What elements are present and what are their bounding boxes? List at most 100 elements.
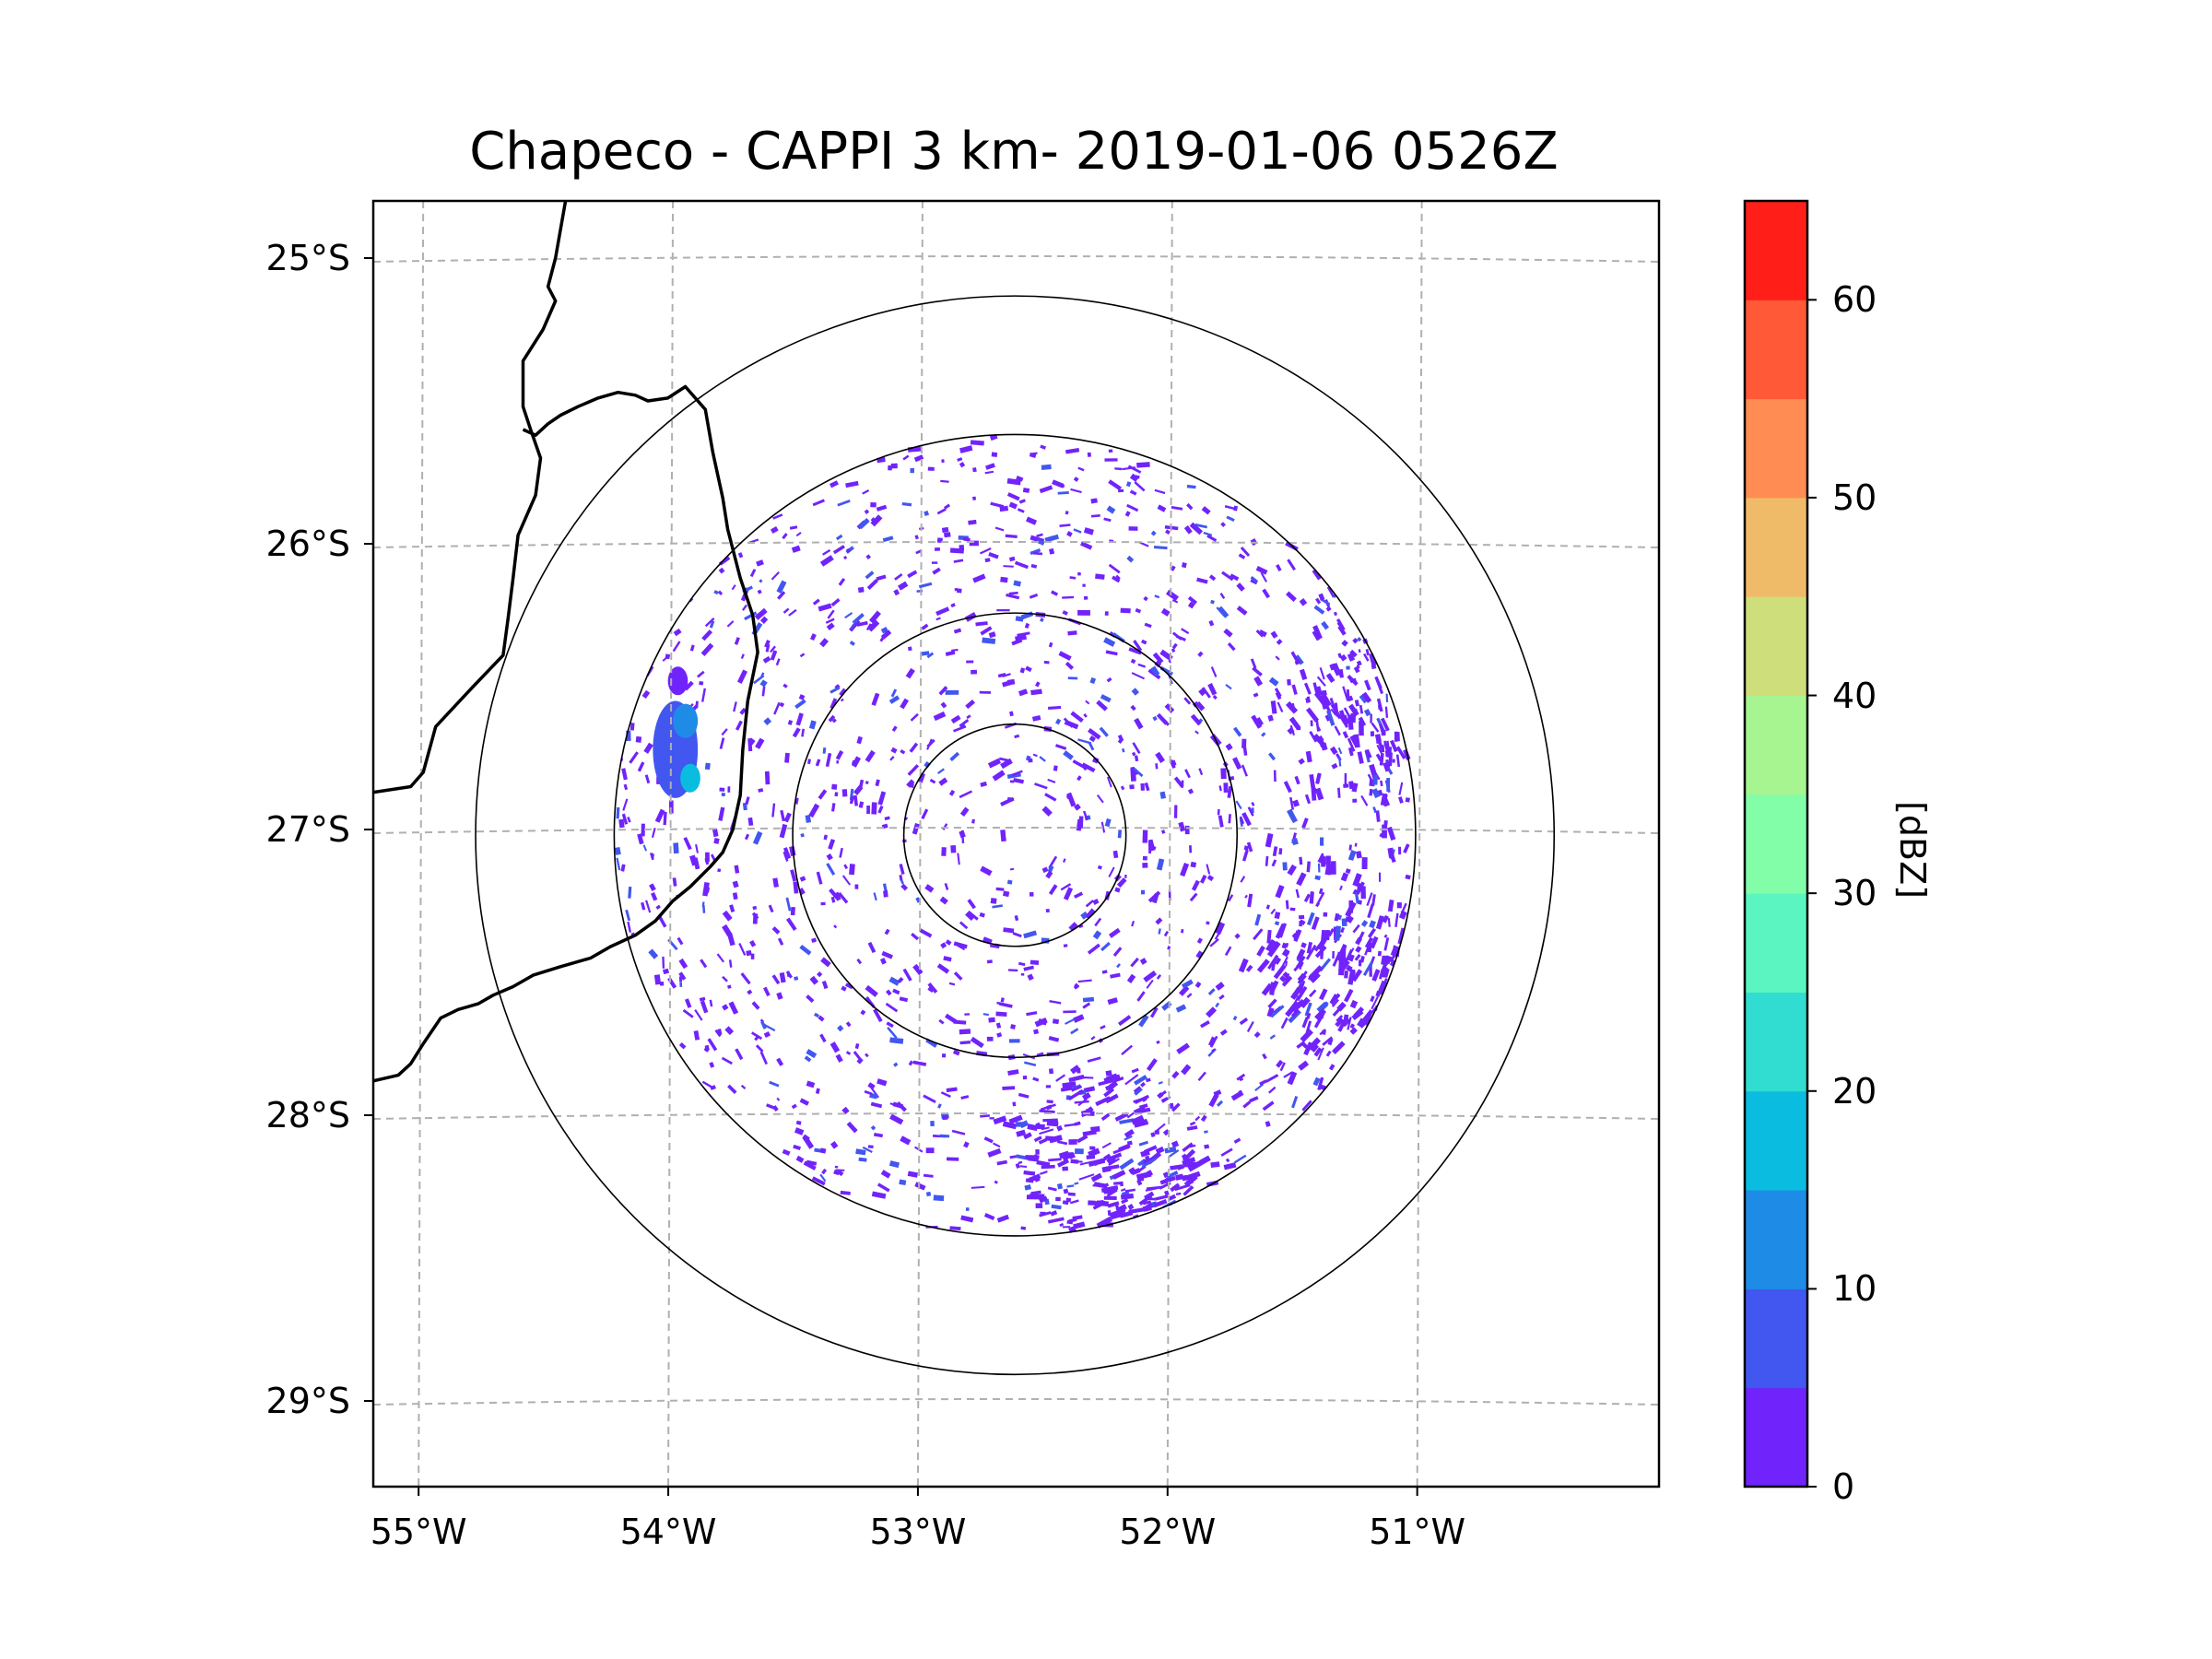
- echo-speck-1774: [1266, 929, 1272, 944]
- echo-speck-680: [1171, 631, 1182, 641]
- echo-speck-693: [1067, 677, 1078, 680]
- echo-speck-1026: [747, 737, 753, 752]
- echo-speck-12: [914, 535, 919, 540]
- echo-speck-872: [1354, 842, 1358, 847]
- echo-speck-1181: [837, 1025, 844, 1032]
- echo-speck-1797: [1357, 931, 1365, 943]
- echo-speck-89: [1249, 1096, 1259, 1103]
- echo-speck-1128: [1168, 659, 1171, 664]
- echo-speck-879: [868, 610, 881, 624]
- echo-speck-640: [1009, 867, 1015, 871]
- echo-speck-882: [1250, 575, 1259, 583]
- echo-speck-307: [779, 823, 788, 839]
- echo-speck-144: [877, 805, 884, 814]
- echo-speck-612: [1049, 1000, 1062, 1005]
- echo-speck-1333: [1287, 559, 1296, 571]
- echo-speck-84: [1197, 651, 1204, 657]
- echo-speck-1890: [1370, 731, 1375, 736]
- echo-speck-1406: [1112, 850, 1119, 859]
- echo-speck-1861: [1365, 649, 1370, 656]
- echo-cell-3: [667, 666, 688, 696]
- echo-speck-1904: [1317, 688, 1323, 697]
- border-line-1: [373, 384, 759, 1083]
- echo-speck-164: [1184, 769, 1191, 779]
- echo-speck-1650: [1110, 1211, 1126, 1220]
- echo-speck-778: [924, 510, 930, 517]
- echo-speck-841: [867, 1082, 876, 1090]
- echo-speck-338: [1006, 492, 1020, 501]
- echo-speck-589: [873, 1133, 883, 1138]
- echo-speck-166: [678, 958, 688, 970]
- echo-speck-713: [1268, 1086, 1277, 1094]
- echo-speck-1296: [1074, 982, 1080, 989]
- echo-speck-377: [1259, 1079, 1267, 1086]
- echo-speck-1222: [678, 971, 687, 981]
- echo-speck-1225: [662, 656, 667, 662]
- echo-speck-393: [771, 803, 776, 818]
- echo-speck-388: [621, 768, 628, 781]
- colorbar-bin-7: [1745, 695, 1807, 795]
- echo-speck-389: [713, 837, 720, 844]
- echo-speck-1392: [1163, 930, 1170, 937]
- echo-speck-1199: [980, 865, 993, 877]
- echo-speck-458: [651, 828, 656, 839]
- echo-speck-1720: [1347, 953, 1355, 962]
- echo-speck-289: [1068, 922, 1078, 932]
- echo-speck-1210: [1199, 1019, 1210, 1029]
- echo-speck-1143: [941, 526, 949, 534]
- echo-speck-334: [649, 883, 656, 892]
- echo-speck-544: [937, 1103, 942, 1109]
- echo-speck-547: [865, 554, 872, 559]
- echo-speck-10: [1146, 979, 1154, 989]
- echo-speck-1773: [1296, 1041, 1306, 1049]
- echo-speck-935: [1189, 845, 1193, 853]
- echo-speck-1207: [692, 857, 700, 870]
- colorbar-label: [dBZ]: [1892, 801, 1933, 899]
- echo-speck-1902: [1383, 742, 1391, 753]
- echo-speck-317: [1045, 908, 1050, 913]
- echo-speck-500: [1053, 765, 1058, 771]
- echo-speck-298: [1288, 716, 1301, 731]
- echo-speck-1180: [1288, 811, 1295, 819]
- echo-speck-1914: [1306, 707, 1319, 723]
- echo-speck-515: [1299, 597, 1308, 606]
- echo-speck-1315: [722, 975, 728, 982]
- echo-speck-1826: [1292, 995, 1300, 1006]
- echo-speck-1894: [1364, 748, 1372, 759]
- echo-speck-0: [900, 1135, 912, 1146]
- echo-speck-328: [941, 1053, 947, 1058]
- echo-speck-1278: [1299, 668, 1308, 681]
- echo-speck-124: [782, 683, 788, 688]
- echo-speck-1427: [840, 1190, 851, 1195]
- echo-speck-53: [772, 513, 783, 520]
- x-tick-label-3: 52°W: [1119, 1512, 1217, 1552]
- echo-speck-1566: [1119, 1118, 1135, 1124]
- echo-speck-331: [1232, 1015, 1238, 1021]
- echo-speck-952: [1003, 927, 1015, 934]
- echo-speck-739: [704, 618, 715, 628]
- echo-speck-690: [1131, 1067, 1139, 1074]
- meridian-2: [916, 201, 924, 1487]
- echo-speck-1086: [1130, 766, 1135, 773]
- echo-speck-13: [925, 1147, 935, 1154]
- echo-speck-711: [1000, 830, 1006, 842]
- echo-speck-457: [1186, 502, 1194, 511]
- echo-speck-573: [1332, 1008, 1341, 1017]
- echo-speck-1928: [1369, 653, 1377, 666]
- echo-speck-1571: [1112, 1170, 1126, 1180]
- x-tick-label-4: 51°W: [1369, 1512, 1466, 1552]
- colorbar-tick-label-5: 50: [1832, 477, 1877, 518]
- echo-speck-944: [885, 1002, 899, 1013]
- echo-speck-470: [787, 719, 794, 725]
- echo-speck-1244: [959, 719, 970, 728]
- echo-speck-303: [651, 892, 658, 901]
- echo-speck-817: [967, 899, 976, 910]
- echo-speck-483: [1002, 673, 1011, 677]
- echo-speck-802: [1005, 534, 1018, 538]
- echo-speck-1032: [1251, 802, 1255, 806]
- echo-speck-349: [1360, 794, 1369, 806]
- echo-speck-37: [1270, 630, 1278, 639]
- echo-speck-1416: [1194, 981, 1202, 988]
- echo-speck-1219: [1272, 846, 1278, 857]
- echo-speck-1361: [944, 533, 950, 537]
